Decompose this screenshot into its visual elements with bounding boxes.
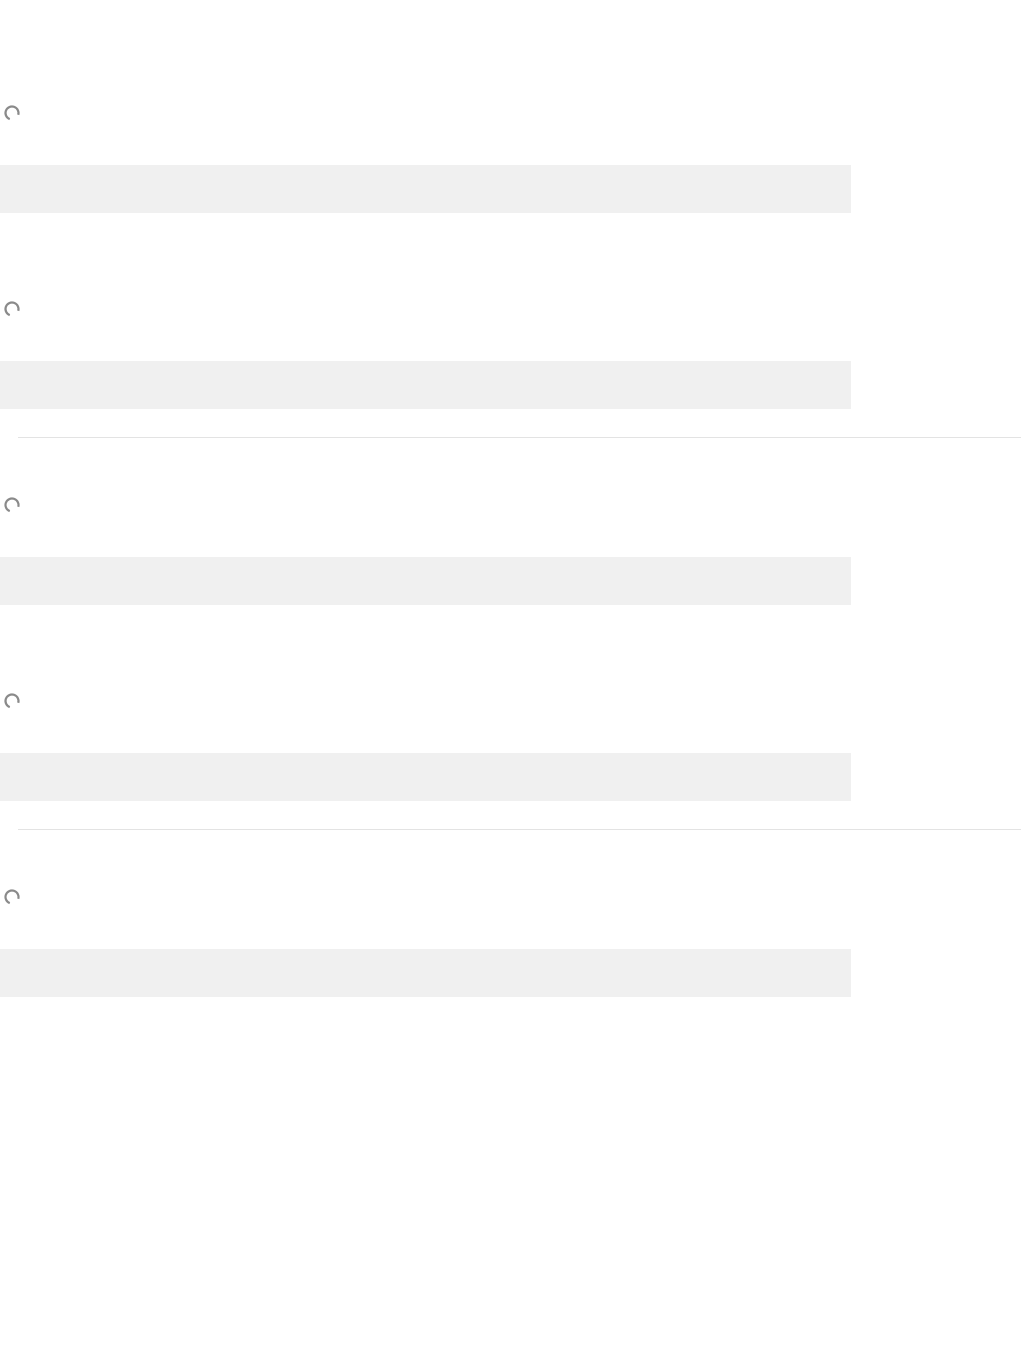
loading-placeholder [0,557,851,605]
loading-spinner [4,693,20,709]
loading-spinner [4,105,20,121]
loading-placeholder [0,165,851,213]
loading-spinner [4,497,20,513]
divider [18,437,1021,438]
loading-placeholder [0,949,851,997]
loading-placeholder [0,753,851,801]
loading-spinner [4,301,20,317]
loading-placeholder [0,361,851,409]
divider [18,829,1021,830]
loading-spinner [4,889,20,905]
